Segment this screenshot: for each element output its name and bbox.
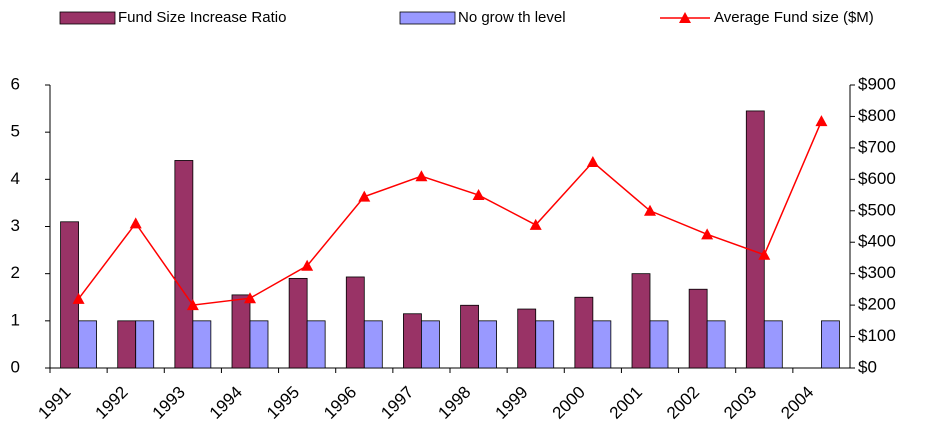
legend-swatch [679,12,691,23]
y-tick-label: 0 [11,357,20,376]
y-tick-label: 5 [11,122,20,141]
bar [631,273,651,369]
line [77,120,823,306]
bar [460,304,479,369]
bar [574,296,594,369]
y-tick-label: 6 [11,74,20,93]
x-tick-label: 1993 [149,383,189,423]
marker [758,248,771,260]
bar [363,320,383,369]
bar [821,320,840,369]
marker [129,217,142,229]
legend: Fund Size Increase Ratio No grow th level… [59,9,874,26]
x-tick-label: 1995 [263,383,303,423]
bar [135,320,155,369]
y2-tick-label: $300 [858,263,896,282]
bar [763,320,783,369]
legend-label: No grow th level [458,9,566,26]
x-tick-label: 2002 [663,383,703,423]
y2-tick-label: $700 [858,137,896,156]
x-tick-label: 1996 [320,383,360,423]
bar [78,320,97,369]
x-tick-label: 1999 [492,383,532,423]
y2-tick-label: $100 [858,326,896,345]
marker [301,259,314,271]
y-tick-label: 3 [11,216,20,235]
bar [288,277,308,369]
bar [117,320,137,369]
x-tick-label: 1991 [34,383,74,423]
x-tick-label: 2000 [549,383,589,423]
x-tick-label: 1994 [206,383,246,423]
legend-label: Average Fund size ($M) [714,9,874,26]
y2-tick-label: $200 [858,295,896,314]
x-tick-label: 2004 [777,383,817,423]
x-tick-label: 2001 [606,383,646,423]
legend-swatch [399,11,456,25]
bar [688,288,708,369]
y-tick-label: 4 [11,169,20,188]
bar [592,320,612,369]
y2-tick-label: $0 [858,357,877,376]
bar [249,320,269,369]
bar [306,320,326,369]
y-tick-label: 1 [11,310,20,329]
marker [472,189,485,201]
marker [415,170,428,182]
marker [586,156,599,168]
legend-label: Fund Size Increase Ratio [118,9,286,26]
marker [644,204,656,216]
bar [517,308,537,369]
marker [186,299,199,311]
marker [72,292,85,304]
x-tick-label: 1992 [92,383,132,423]
bar [706,320,726,369]
marker [815,115,828,127]
x-tick-label: 1998 [434,383,474,423]
x-tick-label: 1997 [377,383,417,423]
y2-tick-label: $600 [858,169,896,188]
bar [345,276,365,369]
marker [529,218,542,230]
legend-swatch [59,11,116,25]
y2-tick-label: $400 [858,232,896,251]
y2-tick-label: $500 [858,200,896,219]
bar [535,320,555,369]
bar [403,313,422,369]
y2-tick-label: $900 [858,74,896,93]
y2-tick-label: $800 [858,106,896,125]
bar [192,320,212,369]
bar [421,320,440,369]
bar [174,160,194,369]
bar [649,320,669,369]
bar [745,110,765,369]
marker [701,228,714,240]
marker [244,292,256,304]
x-tick-label: 2003 [720,383,760,423]
marker [358,190,371,202]
y-tick-label: 2 [11,263,20,282]
bar [478,320,497,369]
bar [60,221,79,369]
bar [231,294,251,369]
